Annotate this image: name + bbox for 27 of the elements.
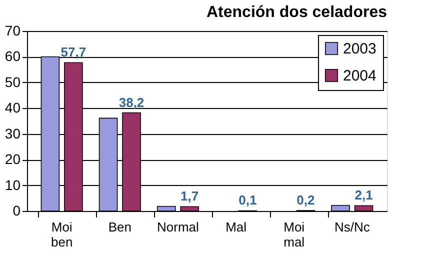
data-label: 0,2 — [296, 192, 315, 208]
x-tick-label: Ben — [108, 220, 132, 234]
y-tick-label: 30 — [4, 125, 21, 142]
data-label: 1,7 — [180, 188, 199, 204]
x-tick-label: Moi ben — [50, 220, 73, 250]
y-tick-label: 60 — [4, 48, 21, 64]
data-label: 0,1 — [238, 192, 257, 208]
y-tick-label: 40 — [4, 100, 21, 116]
legend-label: 2004 — [343, 68, 376, 84]
x-tick-label: Mal — [226, 220, 247, 234]
y-tick-label: 70 — [4, 22, 21, 38]
chart-title: Atención dos celadores — [206, 4, 388, 21]
data-label: 57,7 — [60, 44, 86, 60]
data-label: 2,1 — [354, 188, 373, 203]
x-tick-label: Moi mal — [284, 220, 305, 250]
x-tick-label: Ns/Nc — [334, 220, 370, 234]
legend-label: 2003 — [343, 40, 376, 58]
y-tick-label: 0 — [12, 202, 21, 218]
bar — [180, 206, 199, 212]
y-tick-label: 20 — [4, 151, 21, 168]
x-tick-label: Normal — [157, 220, 200, 234]
bar — [354, 205, 374, 212]
y-tick-label: 50 — [4, 74, 21, 90]
bar — [156, 206, 176, 212]
bar — [331, 204, 350, 212]
y-tick-label: 10 — [4, 176, 21, 193]
data-label: 38,2 — [118, 94, 144, 110]
